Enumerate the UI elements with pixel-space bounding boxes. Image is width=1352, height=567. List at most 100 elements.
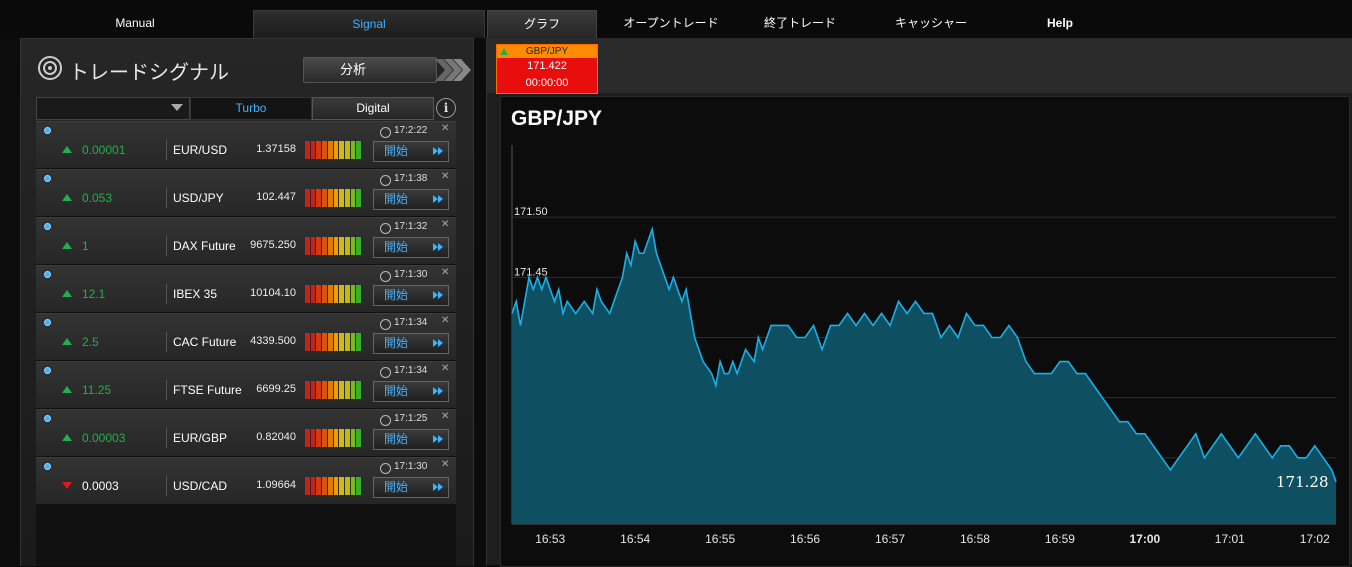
start-button[interactable]: 開始 xyxy=(373,285,449,306)
signal-symbol: DAX Future xyxy=(173,239,236,253)
strength-meter-bar xyxy=(327,285,333,303)
tab-signal[interactable]: Signal xyxy=(253,10,485,38)
start-label: 開始 xyxy=(384,144,409,158)
strength-meter-bar xyxy=(333,333,339,351)
close-icon[interactable]: ✕ xyxy=(441,315,450,326)
start-button[interactable]: 開始 xyxy=(373,333,449,354)
close-icon[interactable]: ✕ xyxy=(441,267,450,278)
close-icon[interactable]: ✕ xyxy=(441,171,450,182)
signal-list: 17:2:22 ✕ 0.00001 EUR/USD 1.37158 開始 17:1:38 ✕ 0… xyxy=(36,121,456,566)
strength-meter-bar xyxy=(344,381,350,399)
close-icon[interactable]: ✕ xyxy=(441,123,450,134)
clock-icon xyxy=(380,367,391,378)
strength-meter-bar xyxy=(322,429,327,447)
strength-meter-bar xyxy=(339,477,344,495)
close-icon[interactable]: ✕ xyxy=(441,219,450,230)
status-dot-icon xyxy=(44,319,51,326)
strength-meter-bar xyxy=(305,333,310,351)
signal-time: 17:1:38 xyxy=(394,173,428,184)
strength-meter xyxy=(305,381,362,399)
tab-cashier[interactable]: キャッシャー xyxy=(894,16,967,30)
tab-help[interactable]: Help xyxy=(1046,16,1073,30)
signal-time: 17:1:25 xyxy=(394,413,428,424)
strength-meter-bar xyxy=(327,477,333,495)
chip-price: 171.422 xyxy=(527,60,567,72)
close-icon[interactable]: ✕ xyxy=(441,459,450,470)
strength-meter-bar xyxy=(356,429,362,447)
clock-icon xyxy=(380,415,391,426)
start-button[interactable]: 開始 xyxy=(373,429,449,450)
strength-meter-bar xyxy=(333,237,339,255)
signal-price: 1.09664 xyxy=(256,479,296,491)
strength-meter-bar xyxy=(350,189,356,207)
double-arrow-icon xyxy=(438,195,443,203)
strength-meter-bar xyxy=(322,285,327,303)
chevron-down-icon[interactable] xyxy=(171,104,183,111)
x-tick-label: 16:53 xyxy=(535,532,565,546)
chip-timer: 00:00:00 xyxy=(525,77,569,89)
signal-time: 17:1:34 xyxy=(394,365,428,376)
status-dot-icon xyxy=(44,175,51,182)
signal-time: 17:1:32 xyxy=(394,221,428,232)
signal-symbol: IBEX 35 xyxy=(173,287,218,301)
strength-meter-bar xyxy=(316,333,322,351)
x-tick-label: 16:58 xyxy=(960,532,990,546)
strength-meter-bar xyxy=(316,477,322,495)
strength-meter-bar xyxy=(322,381,327,399)
strength-meter xyxy=(305,285,362,303)
strength-meter-bar xyxy=(310,429,316,447)
tab-open-trades[interactable]: オープントレード xyxy=(623,16,719,30)
up-arrow-icon xyxy=(62,146,72,153)
up-arrow-icon xyxy=(62,290,72,297)
x-tick-label: 17:00 xyxy=(1130,532,1161,546)
tab-closed-trades[interactable]: 終了トレード xyxy=(763,16,836,30)
signal-price: 6699.25 xyxy=(256,383,296,395)
analyze-button[interactable]: 分析 xyxy=(303,57,437,83)
up-arrow-icon xyxy=(62,242,72,249)
start-button[interactable]: 開始 xyxy=(373,477,449,498)
current-price-label: 171.28 xyxy=(1276,473,1329,491)
signal-time: 17:1:34 xyxy=(394,317,428,328)
up-arrow-icon xyxy=(62,194,72,201)
strength-meter xyxy=(305,141,362,159)
strength-meter-bar xyxy=(350,237,356,255)
strength-meter-bar xyxy=(350,429,356,447)
info-icon[interactable]: i xyxy=(436,98,456,118)
tab-graph[interactable]: グラフ xyxy=(487,10,597,38)
strength-meter-bar xyxy=(327,237,333,255)
strength-meter-bar xyxy=(316,189,322,207)
start-label: 開始 xyxy=(384,192,409,206)
strength-meter-bar xyxy=(333,285,339,303)
tab-digital[interactable]: Digital xyxy=(312,97,434,120)
status-dot-icon xyxy=(44,127,51,134)
signal-symbol: EUR/USD xyxy=(173,143,228,157)
close-icon[interactable]: ✕ xyxy=(441,363,450,374)
tab-turbo[interactable]: Turbo xyxy=(190,97,312,120)
strength-meter-bar xyxy=(316,381,322,399)
signal-row: 17:1:30 ✕ 0.0003 USD/CAD 1.09664 開始 xyxy=(36,457,456,505)
x-tick-label: 17:01 xyxy=(1215,532,1245,546)
start-button[interactable]: 開始 xyxy=(373,381,449,402)
start-button[interactable]: 開始 xyxy=(373,237,449,258)
tab-manual[interactable]: Manual xyxy=(115,16,155,30)
strength-meter-bar xyxy=(339,285,344,303)
close-icon[interactable]: ✕ xyxy=(441,411,450,422)
start-button[interactable]: 開始 xyxy=(373,189,449,210)
chart-panel: GBP/JPY 171.422 00:00:00 171.50 171.45 171… xyxy=(486,38,1352,567)
strength-meter-bar xyxy=(316,429,322,447)
asset-chip[interactable]: GBP/JPY 171.422 00:00:00 xyxy=(496,44,598,94)
strength-meter-bar xyxy=(333,381,339,399)
strength-meter-bar xyxy=(350,141,356,159)
start-label: 開始 xyxy=(384,288,409,302)
asset-filter-select[interactable] xyxy=(36,97,190,120)
chart-svg: 171.50171.45171.40171.35171.30171.25171.… xyxy=(511,145,1337,546)
start-button[interactable]: 開始 xyxy=(373,141,449,162)
strength-meter-bar xyxy=(339,333,344,351)
signal-symbol: CAC Future xyxy=(173,335,237,349)
price-chart[interactable]: 171.50171.45171.40171.35171.30171.25171.… xyxy=(500,96,1350,567)
x-tick-label: 16:54 xyxy=(620,532,650,546)
divider xyxy=(166,188,167,208)
strength-meter xyxy=(305,237,362,255)
clock-icon xyxy=(380,223,391,234)
strength-meter-bar xyxy=(327,333,333,351)
